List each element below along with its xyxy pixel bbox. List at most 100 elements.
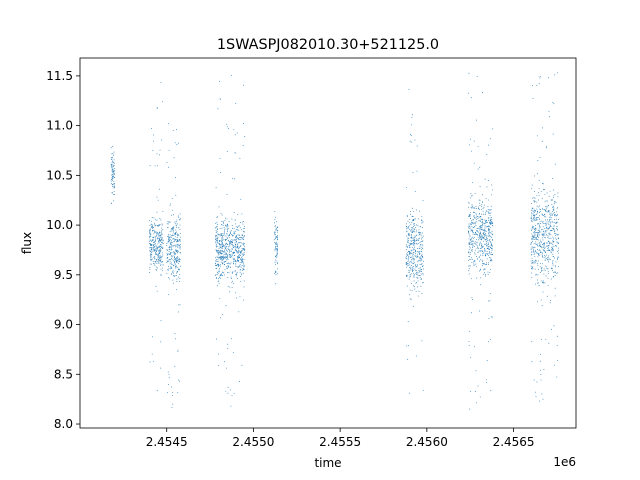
data-point	[556, 335, 558, 337]
data-point	[175, 272, 177, 274]
data-point	[241, 213, 243, 215]
data-point	[549, 302, 551, 304]
data-point	[178, 227, 180, 229]
data-point	[112, 172, 114, 174]
data-point	[275, 242, 277, 244]
data-point	[238, 256, 240, 258]
data-point	[161, 230, 163, 232]
data-point	[553, 228, 555, 230]
data-point	[474, 226, 476, 227]
data-point	[470, 249, 472, 251]
data-point	[480, 227, 482, 229]
data-point	[410, 298, 412, 300]
data-point	[556, 214, 558, 216]
data-point	[154, 249, 155, 251]
data-point	[159, 217, 161, 219]
data-point	[534, 252, 536, 254]
data-point	[153, 250, 155, 252]
data-point	[217, 266, 219, 268]
data-point	[224, 228, 226, 230]
data-point	[549, 116, 550, 118]
data-point	[234, 219, 236, 221]
data-point	[488, 233, 490, 235]
data-point	[177, 311, 179, 313]
data-point	[151, 252, 152, 254]
data-point	[178, 215, 180, 217]
data-point	[475, 390, 477, 392]
data-point	[234, 271, 236, 272]
data-point	[533, 197, 535, 199]
data-point	[217, 259, 219, 261]
data-point	[489, 219, 491, 221]
data-point	[476, 242, 478, 244]
data-point	[482, 194, 484, 196]
data-point	[422, 281, 424, 283]
data-point	[413, 272, 415, 274]
data-point	[276, 249, 278, 251]
data-point	[179, 280, 181, 282]
data-point	[531, 233, 533, 235]
data-point	[537, 260, 539, 262]
data-point	[240, 276, 242, 277]
data-point	[166, 243, 168, 244]
data-point	[175, 266, 177, 268]
data-point	[222, 242, 224, 244]
data-point	[532, 262, 534, 264]
data-point	[231, 218, 233, 220]
data-point	[533, 210, 535, 212]
data-point	[234, 269, 236, 271]
data-point	[547, 228, 549, 229]
data-point	[174, 252, 176, 253]
data-point	[534, 200, 536, 202]
data-point	[156, 248, 158, 250]
data-point	[275, 250, 277, 252]
data-point	[158, 232, 160, 234]
data-point	[412, 232, 414, 234]
data-point	[407, 259, 409, 261]
data-point	[417, 274, 419, 276]
data-point	[220, 256, 222, 258]
data-point	[167, 269, 169, 271]
data-point	[536, 260, 537, 262]
data-point	[541, 229, 543, 231]
data-point	[275, 231, 276, 233]
data-point	[156, 107, 158, 109]
data-point	[219, 275, 221, 277]
data-point	[485, 212, 486, 214]
data-point	[177, 239, 179, 241]
data-point	[236, 271, 238, 273]
data-point	[177, 246, 179, 248]
data-point	[168, 236, 170, 238]
data-point	[531, 254, 533, 255]
data-point	[240, 250, 242, 252]
data-point	[551, 214, 553, 216]
data-point	[539, 266, 541, 268]
data-point	[418, 248, 420, 250]
data-point	[234, 152, 236, 154]
data-point	[416, 209, 418, 211]
data-point	[233, 212, 235, 214]
data-point	[476, 216, 478, 217]
data-point	[170, 249, 172, 251]
data-point	[484, 250, 486, 252]
data-point	[155, 245, 157, 247]
data-point	[174, 233, 176, 235]
data-point	[410, 135, 412, 136]
data-point	[220, 233, 222, 235]
data-point	[488, 300, 489, 302]
data-point	[531, 257, 533, 259]
data-point	[239, 265, 241, 267]
data-point	[483, 204, 485, 206]
data-point	[548, 244, 550, 246]
data-point	[546, 295, 548, 297]
data-point	[476, 221, 478, 223]
data-point	[225, 256, 227, 258]
data-point	[236, 297, 238, 299]
data-point	[160, 341, 162, 343]
data-point	[110, 164, 112, 166]
data-point	[551, 204, 553, 206]
data-point	[217, 108, 219, 110]
data-point	[216, 228, 218, 230]
data-point	[111, 166, 113, 168]
data-point	[536, 208, 538, 210]
